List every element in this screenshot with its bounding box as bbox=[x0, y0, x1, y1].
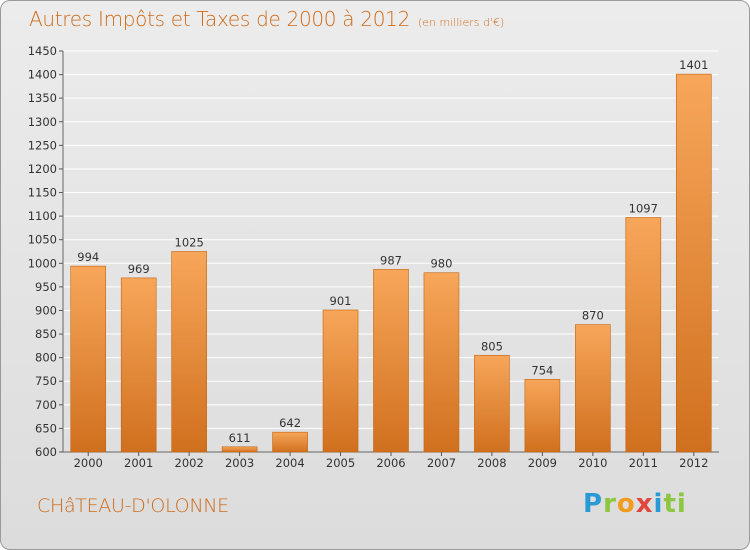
x-tick-labels: 2000 2001 2002 2003 2004 2005 2006 2007 2008 2009… bbox=[74, 452, 708, 470]
logo-letter: x bbox=[635, 489, 654, 519]
bar bbox=[221, 446, 258, 453]
bar bbox=[675, 73, 712, 453]
bar bbox=[373, 269, 409, 453]
chart-title: Autres Impôts et Taxes de 2000 à 2012 (en… bbox=[29, 7, 504, 31]
x-tick-label: 2012 bbox=[679, 456, 708, 470]
y-tick-label: 1050 bbox=[28, 233, 57, 247]
logo-letter: P bbox=[583, 489, 604, 519]
bar bbox=[575, 324, 611, 453]
bar-value-label: 987 bbox=[380, 253, 402, 267]
chart-title-text: Autres Impôts et Taxes de 2000 à 2012 bbox=[29, 7, 410, 31]
bar bbox=[171, 251, 207, 453]
y-tick-label: 1350 bbox=[28, 91, 57, 105]
y-tick-label: 850 bbox=[35, 327, 57, 341]
x-tick-label: 2005 bbox=[326, 456, 355, 470]
bar bbox=[474, 354, 510, 453]
city-name: CHâTEAU-D'OLONNE bbox=[37, 495, 229, 517]
bar-value-label: 754 bbox=[531, 363, 553, 377]
logo-letter: i bbox=[653, 489, 664, 519]
chart-unit: (en milliers d'€) bbox=[418, 16, 505, 29]
y-tick-label: 1450 bbox=[28, 44, 57, 58]
y-tick-label: 1000 bbox=[28, 256, 57, 270]
bar-value-label: 611 bbox=[229, 431, 251, 445]
bar bbox=[120, 277, 157, 453]
x-tick-label: 2010 bbox=[578, 456, 607, 470]
bar bbox=[625, 217, 662, 453]
bar bbox=[322, 309, 359, 453]
bar-value-label: 901 bbox=[330, 294, 352, 308]
logo-letter: ti bbox=[663, 489, 687, 519]
y-tick-label: 750 bbox=[35, 374, 57, 388]
y-tick-label: 1150 bbox=[28, 186, 57, 200]
x-tick-label: 2011 bbox=[629, 456, 658, 470]
x-tick-label: 2008 bbox=[477, 456, 506, 470]
x-tick-label: 2001 bbox=[124, 456, 153, 470]
bar-value-label: 1025 bbox=[175, 236, 204, 250]
y-tick-label: 1200 bbox=[28, 162, 57, 176]
bar-value-label: 642 bbox=[279, 416, 301, 430]
bar bbox=[423, 272, 460, 453]
y-tick-label: 1250 bbox=[28, 138, 57, 152]
bar-value-label: 1401 bbox=[679, 58, 708, 72]
bar-value-label: 980 bbox=[430, 257, 452, 271]
bars bbox=[70, 73, 712, 453]
x-tick-label: 2009 bbox=[528, 456, 557, 470]
bar-value-label: 805 bbox=[481, 339, 503, 353]
y-tick-label: 800 bbox=[35, 351, 57, 365]
y-tick-label: 600 bbox=[35, 445, 57, 459]
logo-letter: r bbox=[603, 489, 617, 519]
bar bbox=[70, 265, 107, 453]
y-tick-label: 1100 bbox=[28, 209, 57, 223]
y-tick-label: 1400 bbox=[28, 68, 57, 82]
y-tick-label: 700 bbox=[35, 398, 57, 412]
data-labels: 994 969 1025 611 642 901 987 980 805 754 870 1097 14… bbox=[77, 58, 708, 445]
x-tick-label: 2000 bbox=[74, 456, 103, 470]
bar-value-label: 870 bbox=[582, 309, 604, 323]
y-tick-label: 1300 bbox=[28, 115, 57, 129]
x-tick-label: 2003 bbox=[225, 456, 254, 470]
y-tick-label: 900 bbox=[35, 303, 57, 317]
bar bbox=[524, 379, 561, 453]
x-tick-label: 2007 bbox=[427, 456, 456, 470]
x-tick-label: 2004 bbox=[275, 456, 304, 470]
bar-value-label: 969 bbox=[128, 262, 150, 276]
x-tick-label: 2006 bbox=[376, 456, 405, 470]
x-tick-label: 2002 bbox=[175, 456, 204, 470]
y-tick-label: 650 bbox=[35, 421, 57, 435]
bar-value-label: 994 bbox=[77, 250, 99, 264]
y-tick-label: 950 bbox=[35, 280, 57, 294]
bar bbox=[272, 431, 308, 453]
logo-letter: o bbox=[616, 489, 636, 519]
bar-value-label: 1097 bbox=[629, 202, 658, 216]
proxiti-logo: Proxiti bbox=[583, 489, 687, 519]
y-tick-labels: 600 650 700 750 800 850 900 950 1000 1050 1100 1150… bbox=[28, 44, 57, 459]
